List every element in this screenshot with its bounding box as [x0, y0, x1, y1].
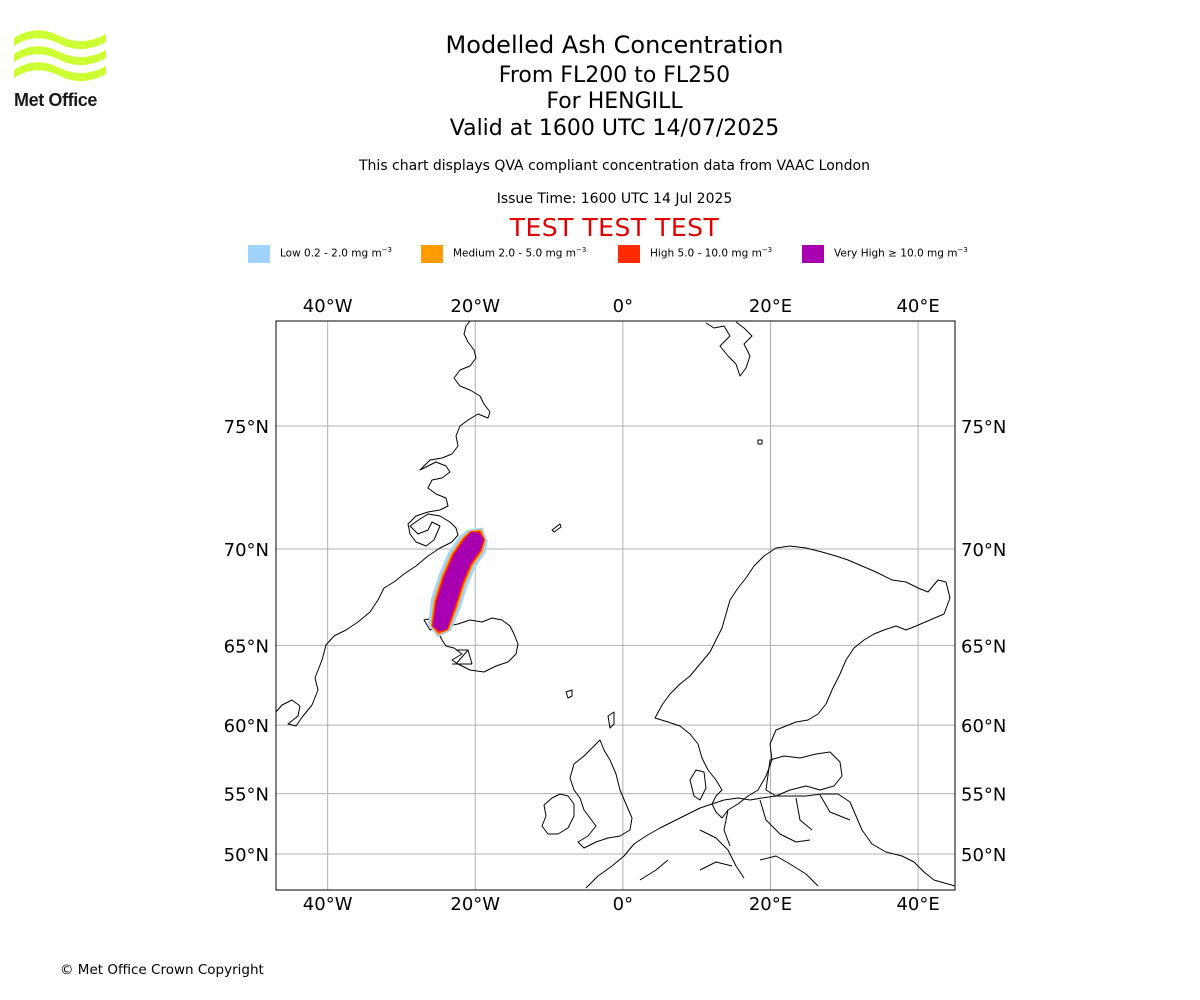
lon-tick-label-bottom: 40°W	[303, 894, 353, 915]
wave-logo-icon	[14, 30, 106, 82]
svalbard-coast	[705, 321, 753, 377]
hengill-marker	[452, 649, 473, 665]
lat-tick-label-left: 70°N	[224, 540, 269, 561]
lat-tick-label-left: 60°N	[224, 716, 269, 737]
jan-mayen	[551, 523, 562, 533]
valid-time: Valid at 1600 UTC 14/07/2025	[449, 116, 780, 141]
lon-tick-label-bottom: 20°W	[450, 894, 500, 915]
lat-tick-label-right: 75°N	[961, 417, 1006, 438]
bear-island	[757, 439, 763, 445]
flight-level-range: From FL200 to FL250	[498, 63, 731, 88]
lat-tick-label-left: 55°N	[224, 785, 269, 806]
legend-swatch-very-high	[802, 245, 824, 263]
continent-coast	[585, 793, 956, 889]
lon-tick-label-top: 0°	[613, 296, 633, 317]
copyright-notice: © Met Office Crown Copyright	[60, 962, 264, 978]
lon-tick-label-top: 20°E	[749, 296, 792, 317]
legend-swatch-high	[618, 245, 640, 263]
compliance-note: This chart displays QVA compliant concen…	[359, 158, 870, 174]
chart-title: Modelled Ash Concentration	[445, 31, 784, 59]
legend-label-low: Low 0.2 - 2.0 mg m−3	[280, 246, 393, 260]
ash-cloud	[428, 527, 488, 637]
map-tick-labels: 40°W 40°W 20°W 20°W 0° 0° 20°E 20°E 40°E 40°E 75°N…	[224, 296, 1007, 915]
issue-time: Issue Time: 1600 UTC 14 Jul 2025	[496, 191, 733, 207]
map-gridlines	[276, 321, 955, 890]
volcano-name: For HENGILL	[546, 89, 683, 114]
scandinavia-coast	[654, 545, 951, 819]
baltic-coast	[765, 751, 843, 797]
inland-borders	[639, 794, 851, 887]
test-banner: TEST TEST TEST	[509, 213, 720, 242]
met-office-wordmark: Met Office	[14, 90, 98, 110]
lat-tick-label-right: 55°N	[961, 785, 1006, 806]
lon-tick-label-bottom: 20°E	[749, 894, 792, 915]
lat-tick-label-left: 65°N	[224, 636, 269, 657]
greenland-coast	[275, 320, 491, 727]
legend-label-high: High 5.0 - 10.0 mg m−3	[650, 246, 773, 260]
ash-level-very-high	[432, 532, 484, 632]
shetland	[607, 711, 615, 729]
legend-label-medium: Medium 2.0 - 5.0 mg m−3	[453, 246, 587, 260]
lat-tick-label-right: 50°N	[961, 845, 1006, 866]
lat-tick-label-right: 70°N	[961, 540, 1006, 561]
ireland-coast	[541, 793, 575, 835]
legend-swatch-low	[248, 245, 270, 263]
met-office-logo: Met Office	[14, 28, 114, 114]
iceland-coast	[437, 617, 519, 673]
lon-tick-label-bottom: 40°E	[896, 894, 939, 915]
lon-tick-label-bottom: 0°	[613, 894, 633, 915]
legend-label-very-high: Very High ≥ 10.0 mg m−3	[834, 246, 968, 260]
map-frame	[275, 320, 956, 891]
legend-swatch-medium	[421, 245, 443, 263]
denmark-coast	[689, 769, 707, 801]
concentration-legend: Low 0.2 - 2.0 mg m−3 Medium 2.0 - 5.0 mg…	[0, 244, 1200, 264]
lon-tick-label-top: 20°W	[450, 296, 500, 317]
lon-tick-label-top: 40°E	[896, 296, 939, 317]
faroe-islands	[565, 689, 573, 699]
lon-tick-label-top: 40°W	[303, 296, 353, 317]
great-britain-coast	[569, 739, 633, 849]
lat-tick-label-left: 75°N	[224, 417, 269, 438]
lat-tick-label-right: 60°N	[961, 716, 1006, 737]
lat-tick-label-left: 50°N	[224, 845, 269, 866]
lat-tick-label-right: 65°N	[961, 636, 1006, 657]
coastlines	[275, 320, 956, 889]
